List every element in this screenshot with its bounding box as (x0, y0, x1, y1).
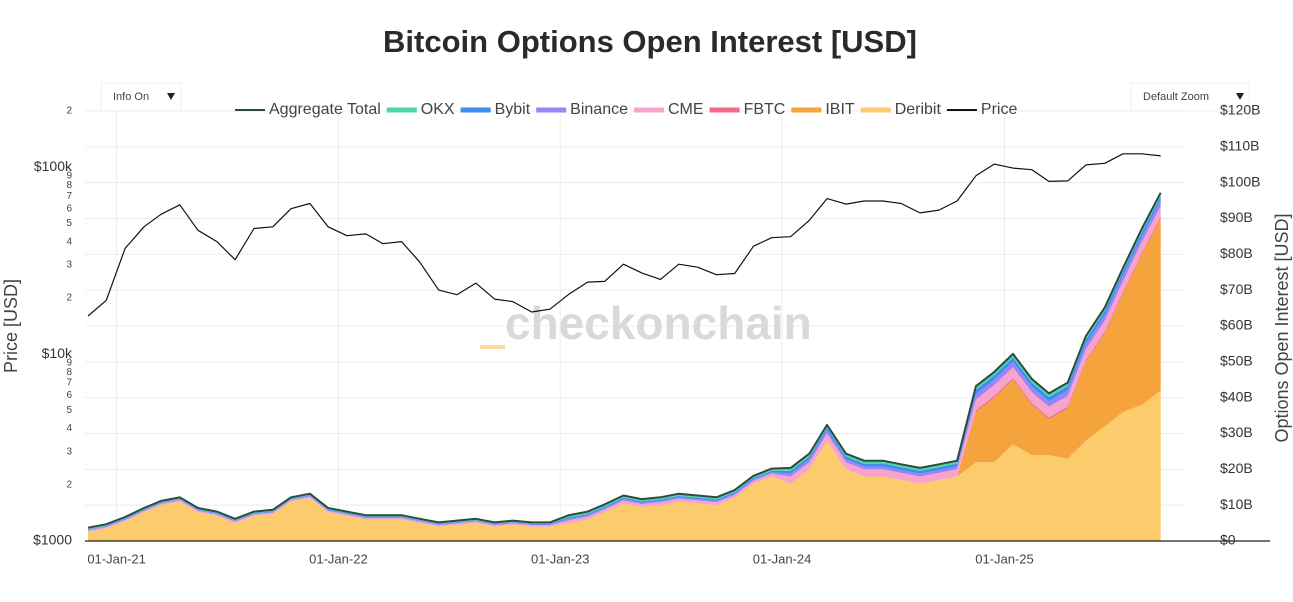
y-tick-label: 3 (66, 260, 72, 271)
dropdown-arrow[interactable] (1236, 93, 1244, 100)
y2-tick-label: $80B (1220, 245, 1253, 261)
dropdown-box[interactable] (100, 82, 182, 112)
x-tick-label: 01-Jan-24 (753, 551, 812, 566)
chart-title: Bitcoin Options Open Interest [USD] (383, 24, 917, 59)
y-tick-label: 7 (66, 191, 72, 202)
y-tick-label: 7 (66, 378, 72, 389)
legend-label[interactable]: Bybit (495, 101, 531, 118)
y-tick-label: 4 (66, 236, 72, 247)
y2-tick-label: $10B (1220, 496, 1253, 512)
y2-tick-label: $90B (1220, 209, 1253, 225)
y2-axis-title: Options Open Interest [USD] (1272, 213, 1292, 442)
plot (87, 153, 1162, 541)
y-tick-label: $100k (34, 158, 73, 174)
legend-label[interactable]: Binance (570, 101, 628, 118)
legend-label[interactable]: CME (668, 101, 704, 118)
x-tick-label: 01-Jan-21 (87, 551, 146, 566)
y2-tick-label: $40B (1220, 388, 1253, 404)
y2-tick-label: $60B (1220, 317, 1253, 333)
legend-label[interactable]: IBIT (825, 101, 855, 118)
legend-item[interactable]: Deribit (860, 101, 942, 118)
y-tick-label: 2 (66, 106, 72, 117)
y2-tick-label: $0 (1220, 532, 1236, 548)
legend-label[interactable]: Aggregate Total (269, 101, 381, 118)
legend-item[interactable]: CME (634, 101, 704, 118)
y-tick-label: 6 (66, 390, 72, 401)
y-tick-label: 3 (66, 446, 72, 457)
watermark: checkonchain (505, 297, 812, 349)
y-tick-label: $1000 (33, 532, 72, 548)
legend-item[interactable]: IBIT (791, 101, 855, 118)
y-tick-label: 5 (66, 218, 72, 229)
y-tick-label: 5 (66, 405, 72, 416)
x-tick-label: 01-Jan-22 (309, 551, 368, 566)
legend: Aggregate Total OKX Bybit Binance CME FBTC IBI… (235, 101, 1017, 118)
y-tick-label: 4 (66, 423, 72, 434)
dropdown-label[interactable]: Default Zoom (1143, 91, 1209, 103)
legend-item[interactable]: Binance (536, 101, 628, 118)
y-tick-label: 9 (66, 170, 72, 181)
line (87, 153, 1161, 317)
legend-label[interactable]: Price (981, 101, 1018, 118)
legend-item[interactable]: Aggregate Total (235, 101, 381, 118)
info-dropdown[interactable]: Info On (100, 82, 182, 112)
y2-tick-label: $50B (1220, 353, 1253, 369)
x-tick-label: 01-Jan-25 (975, 551, 1034, 566)
x-tick-label: 01-Jan-23 (531, 551, 590, 566)
legend-item[interactable]: FBTC (709, 101, 786, 118)
y2-tick-label: $100B (1220, 173, 1260, 189)
legend-item[interactable]: Bybit (460, 101, 531, 118)
y2-tick-label: $20B (1220, 460, 1253, 476)
legend-label[interactable]: OKX (421, 101, 455, 118)
y-tick-label: 9 (66, 357, 72, 368)
dropdown-box[interactable] (1130, 82, 1250, 112)
y-axis-title: Price [USD] (1, 279, 21, 373)
y-tick-label: 2 (66, 479, 72, 490)
y2-tick-label: $30B (1220, 424, 1253, 440)
legend-item[interactable]: Price (946, 101, 1018, 118)
y2-tick-label: $120B (1220, 102, 1260, 118)
area (88, 390, 1161, 541)
y2-tick-label: $70B (1220, 281, 1253, 297)
legend-item[interactable]: OKX (386, 101, 455, 118)
line (87, 192, 1162, 529)
dropdown-arrow[interactable] (167, 93, 175, 100)
y-tick-label: 6 (66, 203, 72, 214)
zoom-dropdown[interactable]: Default Zoom (1130, 82, 1250, 112)
y2-tick-label: $110B (1220, 138, 1259, 154)
legend-label[interactable]: FBTC (744, 101, 786, 118)
y-tick-label: 8 (66, 180, 72, 191)
y-tick-label: 2 (66, 293, 72, 304)
legend-label[interactable]: Deribit (895, 101, 942, 118)
dropdown-label[interactable]: Info On (113, 91, 149, 103)
y-tick-label: $10k (42, 345, 73, 361)
watermark-mark (480, 345, 505, 349)
y-tick-label: 8 (66, 367, 72, 378)
